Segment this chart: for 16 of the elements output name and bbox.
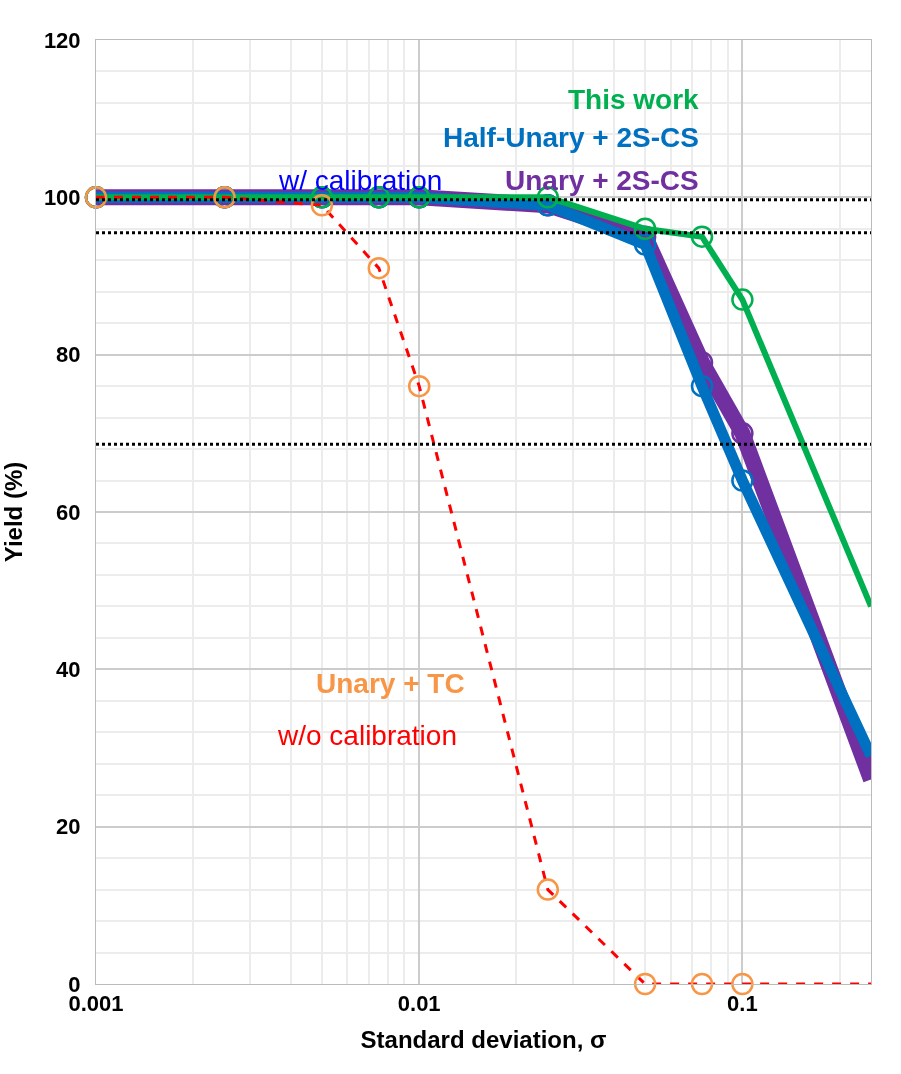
series-label: Half-Unary + 2S-CS — [443, 122, 699, 153]
y-tick-label: 60 — [56, 499, 81, 525]
y-tick-label: 120 — [43, 27, 81, 53]
y-tick-label: 100 — [43, 185, 81, 211]
y-axis-title: Yield (%) — [0, 461, 27, 563]
annotation: w/o calibration — [277, 720, 457, 751]
x-tick-label: 0.1 — [727, 991, 758, 1017]
series-label: Unary + 2S-CS — [505, 165, 699, 196]
annotation: w/ calibration — [278, 165, 443, 196]
y-tick-label: 20 — [56, 814, 81, 840]
y-tick-label: 40 — [56, 657, 81, 683]
y-tick-label: 80 — [56, 342, 81, 368]
text: This work — [568, 84, 700, 115]
x-axis-title: Standard deviation, σ — [360, 1025, 607, 1053]
series-label: Unary + TC — [316, 668, 465, 699]
x-tick-label: 0.01 — [397, 991, 441, 1017]
